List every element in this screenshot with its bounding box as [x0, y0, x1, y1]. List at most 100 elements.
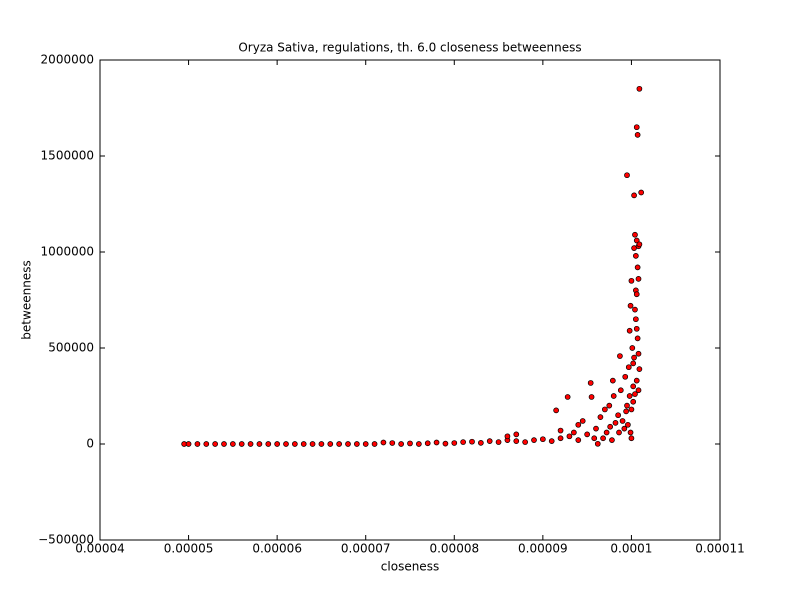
point [603, 429, 610, 436]
point [389, 440, 396, 446]
x-tick-label: 0.00011 [695, 542, 745, 556]
point [633, 291, 640, 298]
point [625, 364, 632, 371]
point [433, 439, 440, 446]
x-tick-label: 0.00005 [164, 542, 214, 556]
point [469, 438, 475, 445]
point [336, 441, 342, 447]
point [416, 441, 422, 447]
point [621, 425, 628, 432]
y-axis-label: betweenness [20, 260, 34, 339]
point [478, 439, 484, 446]
point [553, 407, 559, 414]
point [634, 132, 641, 138]
y-tick-label: 1500000 [41, 149, 94, 163]
point [203, 441, 210, 447]
plot-frame [99, 59, 721, 541]
point [607, 423, 614, 430]
point [371, 441, 378, 447]
point [238, 441, 245, 447]
point [628, 435, 635, 442]
point [634, 264, 641, 271]
point [345, 441, 351, 447]
point [309, 441, 316, 447]
point [587, 380, 594, 386]
point [633, 124, 640, 131]
point [504, 433, 511, 440]
point [635, 350, 642, 357]
x-tick-label: 0.00006 [252, 542, 302, 556]
point [636, 366, 643, 372]
point [362, 441, 369, 447]
point [597, 414, 604, 420]
point [635, 387, 642, 394]
point [627, 429, 634, 436]
point [300, 441, 307, 447]
point [579, 418, 586, 424]
point [460, 439, 466, 445]
point [625, 421, 631, 428]
point [610, 393, 617, 399]
x-tick-label: 0.00004 [75, 542, 125, 556]
point [256, 441, 263, 447]
point [633, 377, 640, 384]
y-tick-label: 2000000 [41, 53, 94, 67]
point [636, 241, 643, 248]
point [626, 393, 633, 399]
point [557, 427, 564, 434]
point [212, 441, 218, 447]
point [600, 435, 606, 442]
point [566, 433, 573, 440]
point [194, 441, 201, 447]
x-tick-label: 0.00009 [518, 542, 568, 556]
point [407, 440, 413, 447]
point [292, 441, 298, 447]
point [564, 394, 571, 400]
point [629, 345, 636, 351]
point [638, 189, 645, 196]
point [354, 441, 360, 447]
point [398, 441, 404, 447]
point [617, 353, 623, 359]
point [531, 437, 537, 444]
point [624, 172, 630, 179]
point [631, 192, 637, 199]
point [635, 276, 642, 282]
y-tick-label: 0 [86, 437, 94, 451]
point [588, 394, 595, 400]
point [636, 85, 643, 92]
point [283, 441, 289, 447]
point [606, 402, 613, 409]
x-tick-label: 0.00007 [341, 542, 391, 556]
point [513, 438, 520, 444]
point [633, 316, 639, 323]
point [632, 231, 638, 238]
point [584, 431, 590, 438]
point [185, 441, 192, 447]
x-axis-label: closeness [381, 560, 439, 574]
point [557, 435, 564, 442]
point [327, 441, 334, 447]
point [451, 440, 458, 446]
point [442, 440, 449, 447]
point [230, 441, 236, 447]
point [626, 327, 633, 334]
point [591, 435, 598, 442]
point [615, 412, 621, 419]
chart-title: Oryza Sativa, regulations, th. 6.0 close… [238, 41, 581, 55]
y-tick-label: −500000 [38, 533, 94, 547]
point [548, 438, 555, 444]
point [575, 421, 582, 428]
x-tick-label: 0.0001 [610, 542, 652, 556]
point [623, 408, 629, 415]
point [633, 237, 640, 244]
point [575, 437, 582, 444]
y-tick-label: 1000000 [41, 245, 94, 259]
point [619, 418, 626, 424]
point [571, 429, 577, 436]
point [540, 436, 546, 443]
point [632, 306, 638, 313]
point [380, 439, 387, 446]
